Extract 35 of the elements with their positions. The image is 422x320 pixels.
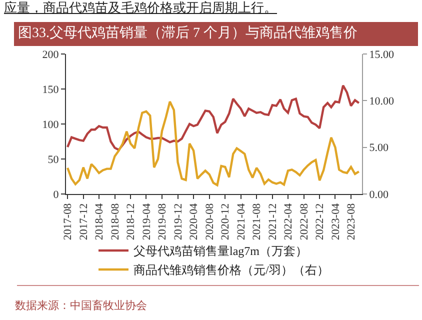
y2-tick-label: 0.00 (369, 188, 389, 201)
y2-tick-label: 10.00 (369, 96, 394, 108)
legend-label: 商品代雏鸡销售价格（元/羽）（右） (134, 263, 329, 278)
x-tick-label: 2020-08 (204, 202, 216, 240)
y-tick-label: 100 (42, 118, 60, 131)
x-tick-label: 2018-12 (125, 203, 138, 240)
x-tick-label: 2021-08 (251, 202, 264, 240)
x-tick-label: 2018-08 (109, 202, 122, 240)
x-tick-label: 2020-12 (220, 203, 232, 240)
x-tick-label: 2017-08 (62, 202, 74, 240)
x-tick-label: 2023-08 (346, 202, 358, 240)
x-tick-label: 2022-08 (298, 202, 310, 240)
x-tick-label: 2022-04 (282, 202, 295, 240)
x-tick-label: 2019-12 (172, 203, 184, 240)
x-tick-label: 2021-04 (235, 202, 248, 240)
x-tick-label: 2018-04 (94, 202, 106, 240)
y2-tick-label: 15.00 (369, 48, 394, 61)
x-tick-label: 2022-12 (314, 203, 326, 240)
y-tick-label: 0 (53, 188, 60, 201)
line-series (66, 84, 360, 151)
x-tick-label: 2017-12 (78, 203, 90, 240)
source-note: 数据来源：中国畜牧业协会 (15, 299, 147, 312)
x-tick-label: 2021-12 (266, 203, 279, 240)
x-tick-label: 2020-04 (188, 202, 200, 240)
x-tick-label: 2019-08 (156, 202, 169, 240)
x-tick-label: 2019-04 (140, 202, 153, 240)
text: 应量，商品代鸡苗及毛鸡价格或开启周期上行。 (4, 0, 277, 16)
chart-title: 图33.父母代鸡苗销量（滞后 7 个月）与商品代雏鸡售价 (14, 22, 418, 46)
legend-label: 父母代鸡苗销售量lag7m（万套） (134, 244, 308, 258)
y-tick-label: 200 (42, 48, 60, 61)
line-series (66, 100, 360, 186)
y-tick-label: 50 (48, 154, 60, 166)
y2-tick-label: 5.00 (369, 142, 389, 154)
y-tick-label: 150 (42, 84, 60, 96)
x-tick-label: 2023-04 (330, 202, 342, 240)
